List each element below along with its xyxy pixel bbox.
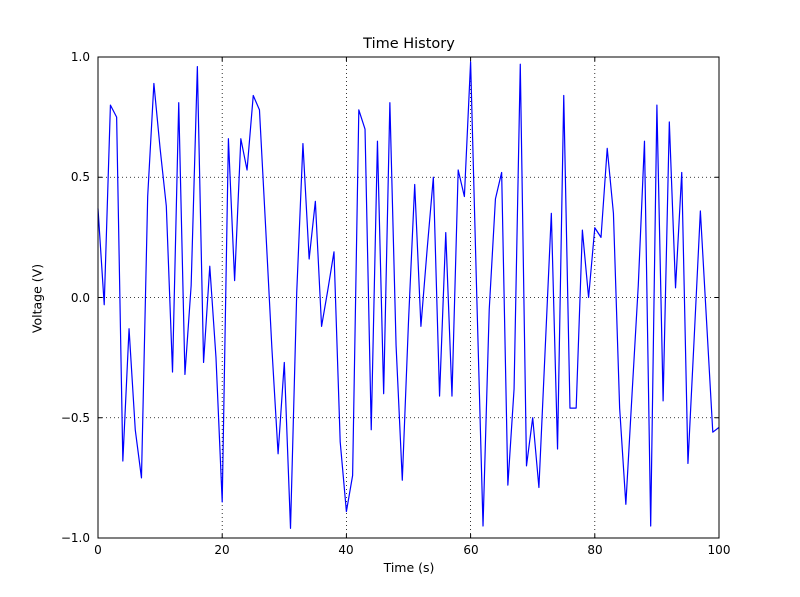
x-tick-label-5: 100 (708, 543, 731, 557)
figure-title: Time History (363, 36, 455, 52)
plot-background (98, 57, 719, 538)
y-axis-label: Voltage (V) (29, 263, 45, 334)
y-tick-label-3: −0.5 (61, 411, 90, 425)
data-line-layer (97, 61, 720, 529)
x-tick-label-3: 60 (463, 543, 478, 557)
x-tick-label-0: 0 (94, 543, 102, 557)
data-line (97, 61, 720, 529)
x-tick-label-2: 40 (338, 543, 353, 557)
x-tick-label-1: 20 (214, 543, 229, 557)
y-tick-label-1: 0.5 (71, 170, 90, 184)
y-tick-label-2: 0.0 (71, 291, 90, 305)
grid (98, 57, 719, 538)
x-axis-label: Time (s) (383, 560, 435, 575)
x-tick-label-4: 80 (587, 543, 602, 557)
axes-frame (97, 56, 720, 539)
y-tick-label-0: 1.0 (71, 50, 90, 64)
y-tick-label-4: −1.0 (61, 531, 90, 545)
